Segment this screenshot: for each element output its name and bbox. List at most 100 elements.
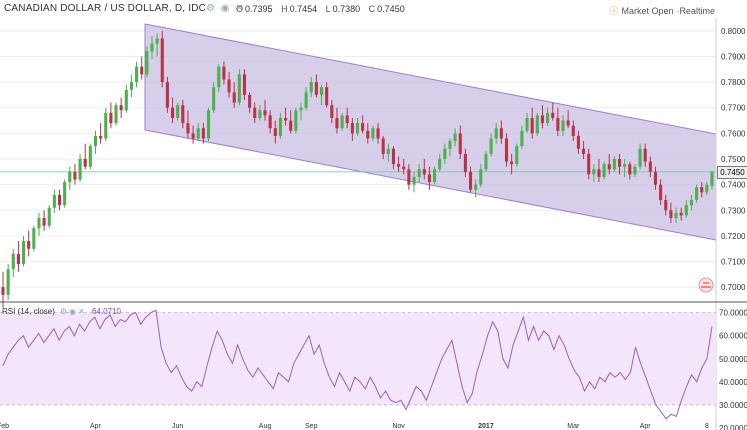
candle-body xyxy=(468,171,473,190)
candle-body xyxy=(325,87,329,106)
time-tick-label: Aug xyxy=(259,423,272,430)
ohlc-low-key: L xyxy=(325,4,331,14)
candle-body xyxy=(453,133,457,142)
candle-body xyxy=(206,110,211,139)
candle-body xyxy=(181,105,185,124)
candle-body xyxy=(695,187,699,201)
time-tick-label: Feb xyxy=(0,423,9,430)
candle-body xyxy=(309,82,313,93)
rsi-tick-label: 20.0000 xyxy=(719,424,747,430)
candle-body xyxy=(57,194,62,206)
price-tick-label: 0.7000 xyxy=(721,283,746,292)
chart-header: CANADIAN DOLLAR / US DOLLAR, D, IDC ⚙ ◉ … xyxy=(0,0,747,18)
candle-body xyxy=(571,125,575,136)
candle-body xyxy=(623,164,627,167)
candle-body xyxy=(73,171,77,180)
candle-body xyxy=(592,169,596,175)
candlesticks xyxy=(1,30,714,308)
ohlc-high-value: 0.7454 xyxy=(289,4,318,14)
candle-body xyxy=(597,169,601,177)
candle-body xyxy=(474,184,478,190)
candle-body xyxy=(278,117,282,136)
candle-body xyxy=(530,117,534,134)
candle-body xyxy=(83,159,87,167)
eye-icon[interactable]: ◉ xyxy=(220,3,230,14)
market-open-text: Market Open xyxy=(621,6,674,16)
symbol-title[interactable]: CANADIAN DOLLAR / US DOLLAR, D, IDC xyxy=(4,3,207,14)
rsi-close-icon[interactable]: ✕ xyxy=(78,307,85,316)
rsi-line[interactable] xyxy=(2,309,713,420)
time-tick-label: Apr xyxy=(90,423,102,430)
candle-body xyxy=(201,128,205,139)
candle-body xyxy=(576,135,580,149)
candle-body xyxy=(669,210,673,218)
candle-body xyxy=(165,82,169,108)
rsi-axis[interactable]: 70.0000 60.0000 50.0000 40.0000 30.0000 20.00… xyxy=(719,309,747,430)
candle-body xyxy=(607,164,611,170)
ohlc-close-value: 0.7450 xyxy=(377,4,405,14)
candle-body xyxy=(11,253,15,270)
candle-body xyxy=(222,66,226,80)
candle-body xyxy=(433,169,437,183)
rsi-tick-label: 60.0000 xyxy=(719,332,747,341)
candle-body xyxy=(648,161,652,172)
ohlc-open-key: O xyxy=(236,4,244,14)
candle-body xyxy=(217,66,221,88)
candle-body xyxy=(561,120,565,131)
rsi-settings-icon[interactable]: ⚙ xyxy=(60,307,68,316)
ohlc-readout: O 0.7395 H 0.7454 L 0.7380 C 0.7450 xyxy=(236,4,411,14)
candle-body xyxy=(443,148,447,159)
candle-body xyxy=(68,171,72,183)
candle-body xyxy=(340,115,344,129)
rsi-icons: ⚙ ◉ ✕ xyxy=(60,307,87,316)
candle-body xyxy=(145,51,149,75)
price-tick-label: 0.7700 xyxy=(721,104,746,113)
price-tick-label: 0.7800 xyxy=(721,78,746,87)
candle-body xyxy=(248,94,252,108)
candle-body xyxy=(448,141,452,149)
rsi-tick-label: 50.0000 xyxy=(719,355,747,364)
candle-body xyxy=(638,148,642,167)
candle-body xyxy=(700,187,704,193)
candle-body xyxy=(88,146,92,167)
candle-body xyxy=(479,169,483,185)
candle-body xyxy=(263,110,267,116)
candle-body xyxy=(237,74,241,103)
candle-body xyxy=(463,153,467,172)
candle-body xyxy=(124,89,128,111)
market-status: ⓘ Market Open ·Realtime xyxy=(609,4,715,17)
time-tick-label: 8 xyxy=(705,423,709,430)
price-tick-label: 0.7400 xyxy=(721,181,746,190)
rsi-tick-label: 30.0000 xyxy=(719,401,747,410)
candle-body xyxy=(628,164,632,175)
candle-body xyxy=(366,130,370,139)
candle-body xyxy=(160,38,164,83)
market-status-icon: ⓘ xyxy=(609,6,619,16)
rsi-eye-icon[interactable]: ◉ xyxy=(69,307,77,316)
candle-body xyxy=(135,66,139,83)
close-icon[interactable]: ✕ xyxy=(235,3,244,14)
candle-body xyxy=(345,115,349,124)
candle-body xyxy=(407,169,411,185)
rsi-label[interactable]: RSI (14, close) xyxy=(2,307,55,316)
candle-body xyxy=(119,105,123,111)
candle-body xyxy=(294,110,298,131)
logo-badge[interactable] xyxy=(698,277,714,293)
candle-body xyxy=(484,153,488,170)
ohlc-high-key: H xyxy=(281,4,288,14)
candle-body xyxy=(114,105,118,124)
candle-body xyxy=(273,128,277,136)
candle-body xyxy=(643,148,647,162)
price-axis[interactable]: 0.8000 0.7900 0.7800 0.7700 0.7600 0.7500 0.74… xyxy=(721,27,746,292)
candle-body xyxy=(93,135,98,147)
tradingview-logo-icon[interactable] xyxy=(698,277,714,293)
candle-body xyxy=(16,253,20,265)
time-tick-label: Jun xyxy=(172,423,183,430)
candle-body xyxy=(304,92,308,108)
settings-icon[interactable]: ⚙ xyxy=(206,3,215,14)
time-axis[interactable]: Feb Apr Jun Aug Sep Nov 2017 Mar Apr 8 xyxy=(0,423,709,430)
candle-body xyxy=(176,105,180,118)
header-icons: ⚙ ◉ ✕ xyxy=(206,3,247,14)
time-tick-label: Mar xyxy=(567,423,580,430)
